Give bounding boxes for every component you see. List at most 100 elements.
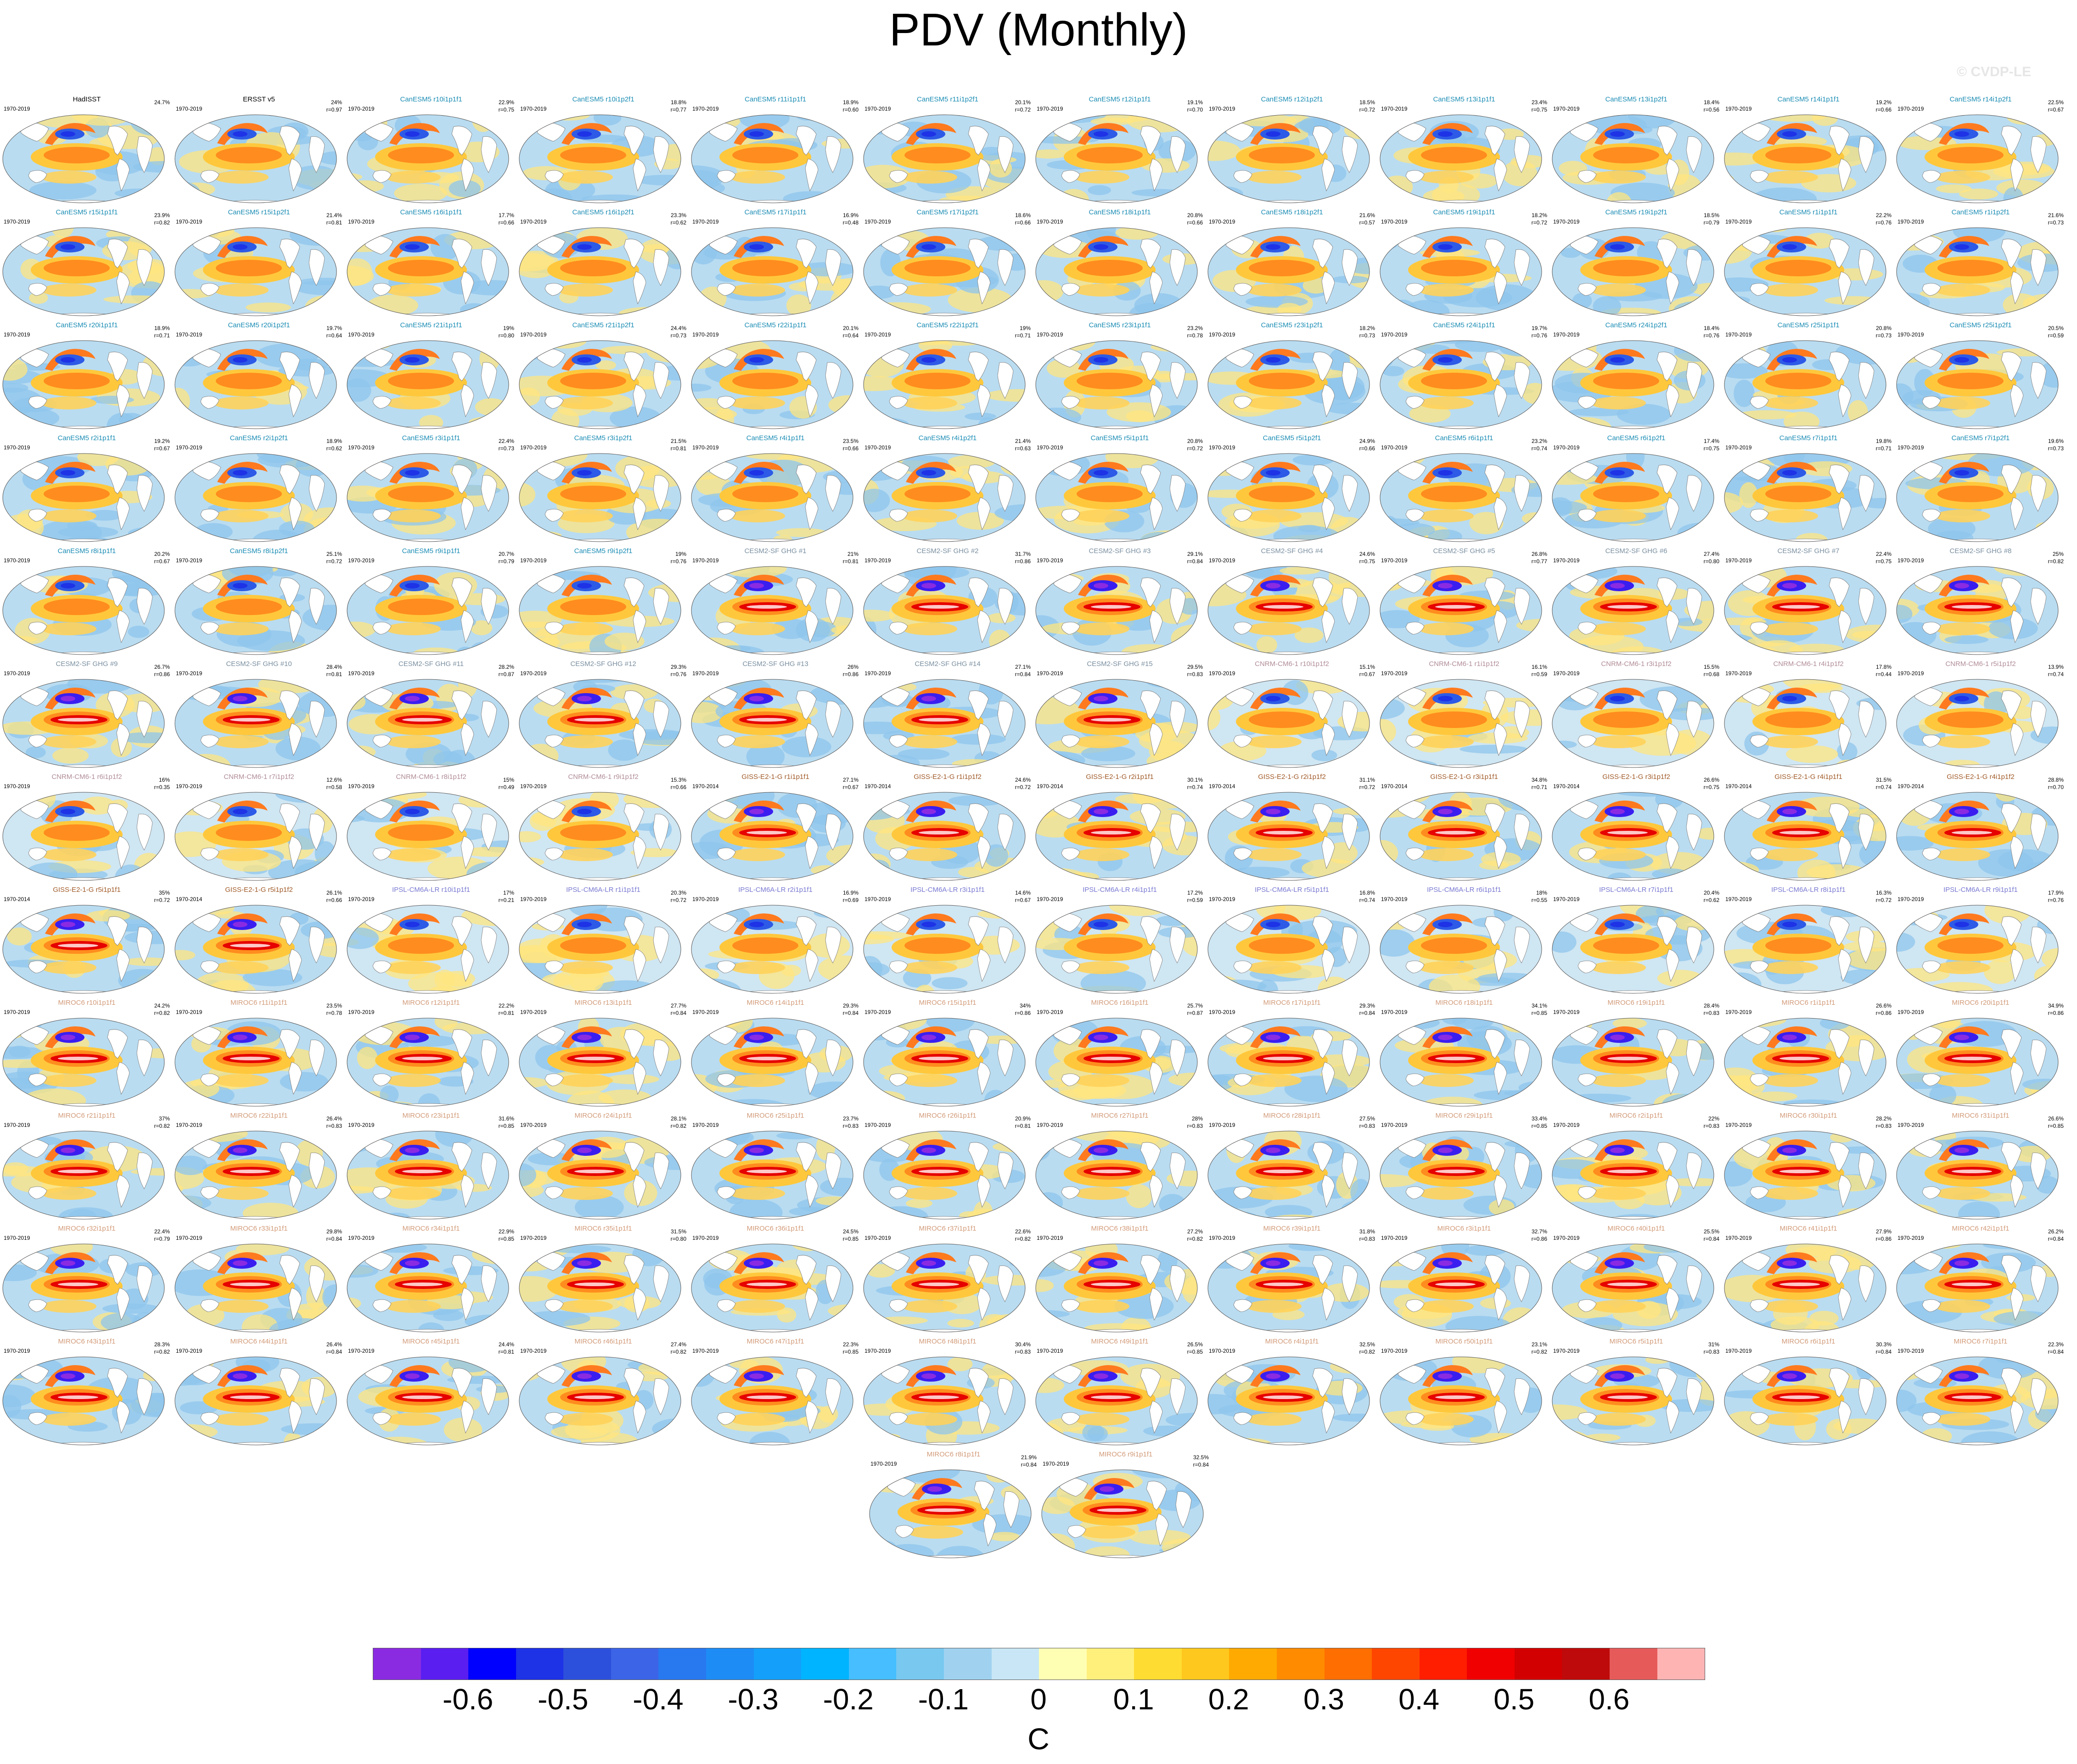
panel-correlation: r=0.83 — [1703, 1123, 1719, 1129]
panel-variance: 25.5% — [1703, 1228, 1719, 1235]
panel-title: MIROC6 r33i1p1f1 — [230, 1225, 288, 1232]
colorbar — [373, 1648, 1705, 1680]
sst-pattern-map — [1380, 905, 1542, 994]
sst-pattern-map — [1552, 792, 1714, 881]
sst-pattern-map — [1380, 227, 1542, 316]
panel-correlation: r=0.82 — [670, 1123, 686, 1129]
panel-variance: 20.5% — [2048, 325, 2064, 331]
panel-correlation: r=0.67 — [1359, 671, 1375, 678]
panel-title: MIROC6 r14i1p1f1 — [747, 999, 804, 1007]
colorbar-tick: -0.5 — [538, 1683, 589, 1716]
map-panel: MIROC6 r24i1p1f1 1970-2019 28.1% r=0.82 — [517, 1107, 689, 1226]
sst-pattern-map — [519, 1356, 681, 1445]
panel-correlation: r=0.55 — [1531, 897, 1547, 903]
panel-title: MIROC6 r13i1p1f1 — [574, 999, 632, 1007]
panel-years: 1970-2014 — [1725, 783, 1752, 790]
panel-variance: 26.6% — [1875, 1002, 1892, 1009]
sst-pattern-map — [863, 905, 1026, 994]
sst-pattern-map — [347, 227, 509, 316]
panel-correlation: r=0.74 — [1359, 897, 1375, 903]
panel-years: 1970-2019 — [1037, 106, 1063, 112]
map-panel: CanESM5 r9i1p2f1 1970-2019 19% r=0.76 — [517, 543, 689, 661]
sst-pattern-map — [347, 679, 509, 768]
panel-variance: 22.3% — [2048, 1341, 2064, 1348]
map-panel: MIROC6 r2i1p1f1 1970-2019 22% r=0.83 — [1550, 1107, 1722, 1226]
map-panel: CanESM5 r4i1p1f1 1970-2019 23.5% r=0.66 — [690, 430, 861, 548]
panel-correlation: r=0.82 — [1015, 1236, 1031, 1242]
panel-correlation: r=0.75 — [1531, 106, 1547, 113]
sst-pattern-map — [1207, 905, 1370, 994]
panel-variance: 21.4% — [326, 212, 342, 218]
panel-title: CanESM5 r1i1p1f1 — [1779, 208, 1838, 216]
panel-title: CanESM5 r17i1p2f1 — [916, 208, 979, 216]
panel-correlation: r=0.81 — [498, 1349, 514, 1355]
panel-title: MIROC6 r41i1p1f1 — [1779, 1225, 1837, 1232]
panel-years: 1970-2019 — [1037, 1009, 1063, 1015]
map-panel: CanESM5 r4i1p2f1 1970-2019 21.4% r=0.63 — [862, 430, 1033, 548]
panel-variance: 18.9% — [842, 99, 859, 106]
panel-years: 1970-2019 — [1381, 896, 1408, 902]
colorbar-swatch — [848, 1648, 897, 1680]
panel-variance: 16.9% — [842, 212, 859, 218]
panel-correlation: r=0.81 — [498, 1010, 514, 1016]
map-panel: MIROC6 r19i1p1f1 1970-2019 28.4% r=0.83 — [1550, 994, 1722, 1113]
sst-pattern-map — [863, 114, 1026, 203]
panel-years: 1970-2019 — [520, 106, 547, 112]
colorbar-tick: 0 — [1030, 1683, 1047, 1716]
map-panel: MIROC6 r22i1p1f1 1970-2019 26.4% r=0.83 — [173, 1107, 345, 1226]
map-panel: CanESM5 r8i1p2f1 1970-2019 25.1% r=0.72 — [173, 543, 345, 661]
panel-variance: 13.9% — [2048, 664, 2064, 670]
panel-title: GISS-E2-1-G r4i1p1f2 — [1947, 773, 2015, 781]
panel-years: 1970-2019 — [1897, 1348, 1924, 1354]
panel-years: 1970-2019 — [176, 1235, 202, 1241]
sst-pattern-map — [691, 905, 853, 994]
sst-pattern-map — [1207, 1243, 1370, 1333]
panel-title: CNRM-CM6-1 r5i1p1f2 — [1945, 660, 2016, 668]
map-panel: CanESM5 r1i1p2f1 1970-2019 21.6% r=0.73 — [1895, 204, 2066, 322]
panel-variance: 31.1% — [1359, 777, 1375, 783]
panel-variance: 28.4% — [1703, 1002, 1719, 1009]
panel-variance: 20.4% — [1703, 890, 1719, 896]
sst-pattern-map — [1035, 227, 1198, 316]
sst-pattern-map — [1035, 1356, 1198, 1445]
panel-years: 1970-2019 — [348, 1122, 375, 1128]
panel-years: 1970-2014 — [692, 783, 719, 790]
panel-variance: 24.6% — [1359, 551, 1375, 557]
map-panel: MIROC6 r8i1p1f1 1970-2019 21.9% r=0.84 — [868, 1446, 1039, 1564]
panel-title: IPSL-CM6A-LR r3i1p1f1 — [910, 886, 985, 894]
panel-years: 1970-2019 — [1553, 218, 1580, 225]
colorbar-swatch — [1181, 1648, 1229, 1680]
map-panel: MIROC6 r48i1p1f1 1970-2019 30.4% r=0.83 — [862, 1333, 1033, 1451]
map-panel: CNRM-CM6-1 r5i1p1f2 1970-2019 13.9% r=0.74 — [1895, 655, 2066, 774]
panel-correlation: r=0.83 — [326, 1123, 342, 1129]
panel-correlation: r=0.71 — [1531, 784, 1547, 790]
panel-years: 1970-2019 — [1553, 1122, 1580, 1128]
map-panel: CanESM5 r12i1p2f1 1970-2019 18.5% r=0.72 — [1206, 91, 1378, 209]
panel-correlation: r=0.63 — [1015, 445, 1031, 452]
panel-variance: 28.2% — [498, 664, 514, 670]
map-panel: MIROC6 r21i1p1f1 1970-2019 37% r=0.82 — [1, 1107, 173, 1226]
sst-pattern-map — [1724, 566, 1886, 655]
colorbar-swatch — [1562, 1648, 1610, 1680]
panel-variance: 27.4% — [670, 1341, 686, 1348]
colorbar-swatch — [1372, 1648, 1420, 1680]
panel-variance: 20.1% — [1015, 99, 1031, 106]
sst-pattern-map — [1896, 340, 2059, 429]
panel-correlation: r=0.84 — [1015, 671, 1031, 678]
panel-variance: 21% — [847, 551, 859, 557]
panel-title: CanESM5 r2i1p2f1 — [230, 434, 288, 442]
panel-correlation: r=0.75 — [1703, 784, 1719, 790]
map-panel: GISS-E2-1-G r2i1p1f2 1970-2014 31.1% r=0.72 — [1206, 768, 1378, 887]
panel-variance: 20.1% — [842, 325, 859, 331]
panel-correlation: r=0.35 — [154, 784, 170, 790]
sst-pattern-map — [519, 227, 681, 316]
colorbar-tick: -0.4 — [633, 1683, 684, 1716]
panel-years: 1970-2014 — [1037, 783, 1063, 790]
map-panel: MIROC6 r26i1p1f1 1970-2019 20.9% r=0.81 — [862, 1107, 1033, 1226]
sst-pattern-map — [1552, 566, 1714, 655]
panel-years: 1970-2019 — [348, 670, 375, 677]
sst-pattern-map — [1896, 1243, 2059, 1333]
map-panel: MIROC6 r35i1p1f1 1970-2019 31.5% r=0.80 — [517, 1220, 689, 1338]
sst-pattern-map — [2, 1356, 165, 1445]
panel-title: CanESM5 r5i1p2f1 — [1263, 434, 1321, 442]
